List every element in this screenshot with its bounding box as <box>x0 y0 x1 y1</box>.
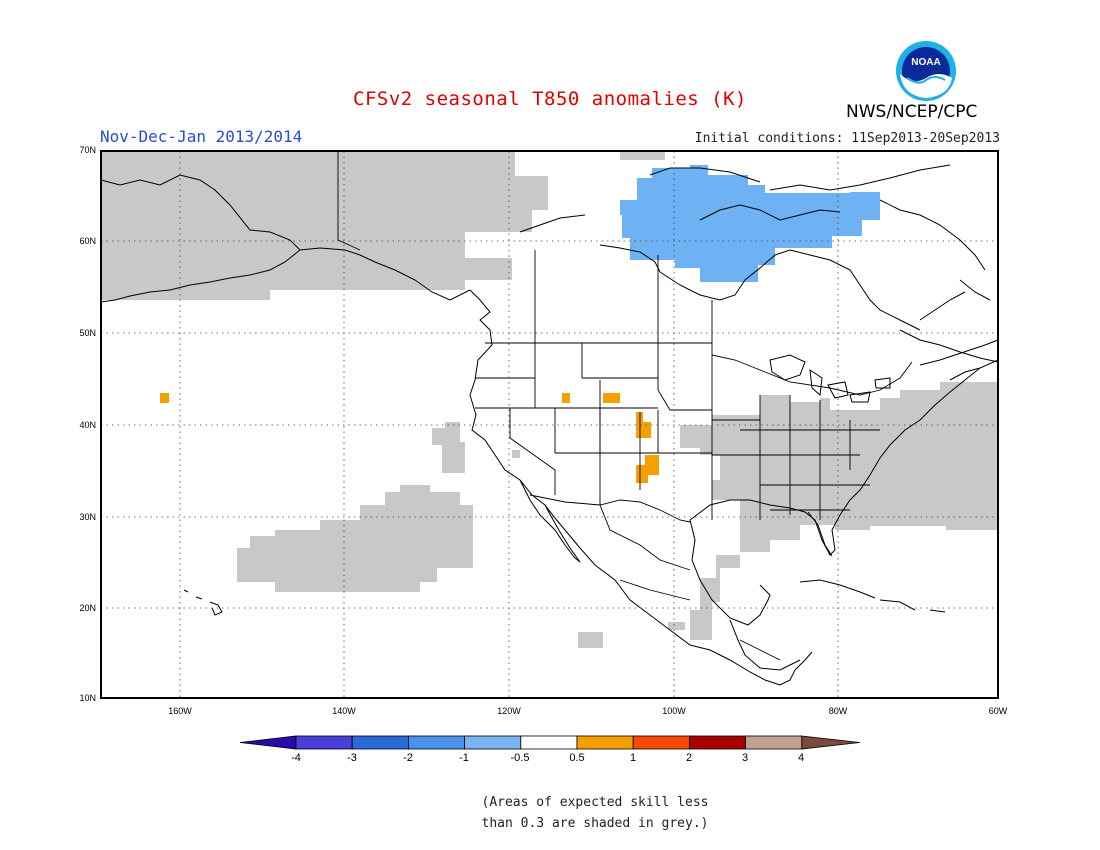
political-boundaries <box>337 151 913 661</box>
forecast-period: Nov-Dec-Jan 2013/2014 <box>100 127 303 146</box>
agency-label: NWS/NCEP/CPC <box>846 102 978 122</box>
lon-label-60w: 60W <box>988 706 1008 716</box>
noaa-logo-text: NOAA <box>911 57 940 68</box>
colorbar-box <box>520 735 578 750</box>
lon-label-80w: 80W <box>828 706 848 716</box>
page-title: CFSv2 seasonal T850 anomalies (K) <box>353 88 747 110</box>
lat-label-20n: 20N <box>79 603 96 613</box>
skill-note-line1: (Areas of expected skill less <box>481 795 709 810</box>
colorbar-tick-05: 0.5 <box>569 752 585 764</box>
colorbar-box <box>351 735 409 750</box>
colorbar-tick-2: 2 <box>685 752 693 764</box>
colorbar-box <box>632 735 690 750</box>
map-frame <box>100 150 999 699</box>
cold-anomaly-region <box>620 165 880 282</box>
lon-label-140w: 140W <box>332 706 356 716</box>
lon-label-120w: 120W <box>497 706 521 716</box>
colorbar-tick-m2: -2 <box>403 752 413 764</box>
colorbar-box <box>745 735 803 750</box>
lat-label-60n: 60N <box>79 236 96 246</box>
colorbar-tick-m4: -4 <box>291 752 301 764</box>
skill-note-line2: than 0.3 are shaded in grey.) <box>481 816 709 831</box>
colorbar-tick-m05: -0.5 <box>510 752 530 764</box>
colorbar-box <box>689 735 747 750</box>
graticule <box>101 151 998 698</box>
colorbar-arrow-right <box>801 735 860 750</box>
lat-label-30n: 30N <box>79 512 96 522</box>
lat-label-70n: 70N <box>79 145 96 155</box>
noaa-logo-icon: NOAA <box>896 41 956 101</box>
lon-label-100w: 100W <box>662 706 686 716</box>
colorbar-box <box>464 735 522 750</box>
skill-note: (Areas of expected skill less than 0.3 a… <box>0 792 1100 834</box>
lat-label-10n: 10N <box>79 693 96 703</box>
colorbar-arrow-left <box>239 735 297 750</box>
colorbar-box <box>295 735 353 750</box>
colorbar-tick-m3: -3 <box>347 752 357 764</box>
coastlines <box>100 164 999 686</box>
colorbar-tick-4: 4 <box>797 752 805 764</box>
initial-conditions: Initial conditions: 11Sep2013-20Sep2013 <box>694 131 1000 146</box>
lon-label-160w: 160W <box>168 706 192 716</box>
colorbar-tick-m1: -1 <box>459 752 469 764</box>
lat-label-40n: 40N <box>79 420 96 430</box>
colorbar-box <box>407 735 465 750</box>
colorbar-box <box>576 735 634 750</box>
lat-label-50n: 50N <box>79 328 96 338</box>
colorbar-tick-1: 1 <box>629 752 637 764</box>
colorbar-tick-3: 3 <box>741 752 749 764</box>
